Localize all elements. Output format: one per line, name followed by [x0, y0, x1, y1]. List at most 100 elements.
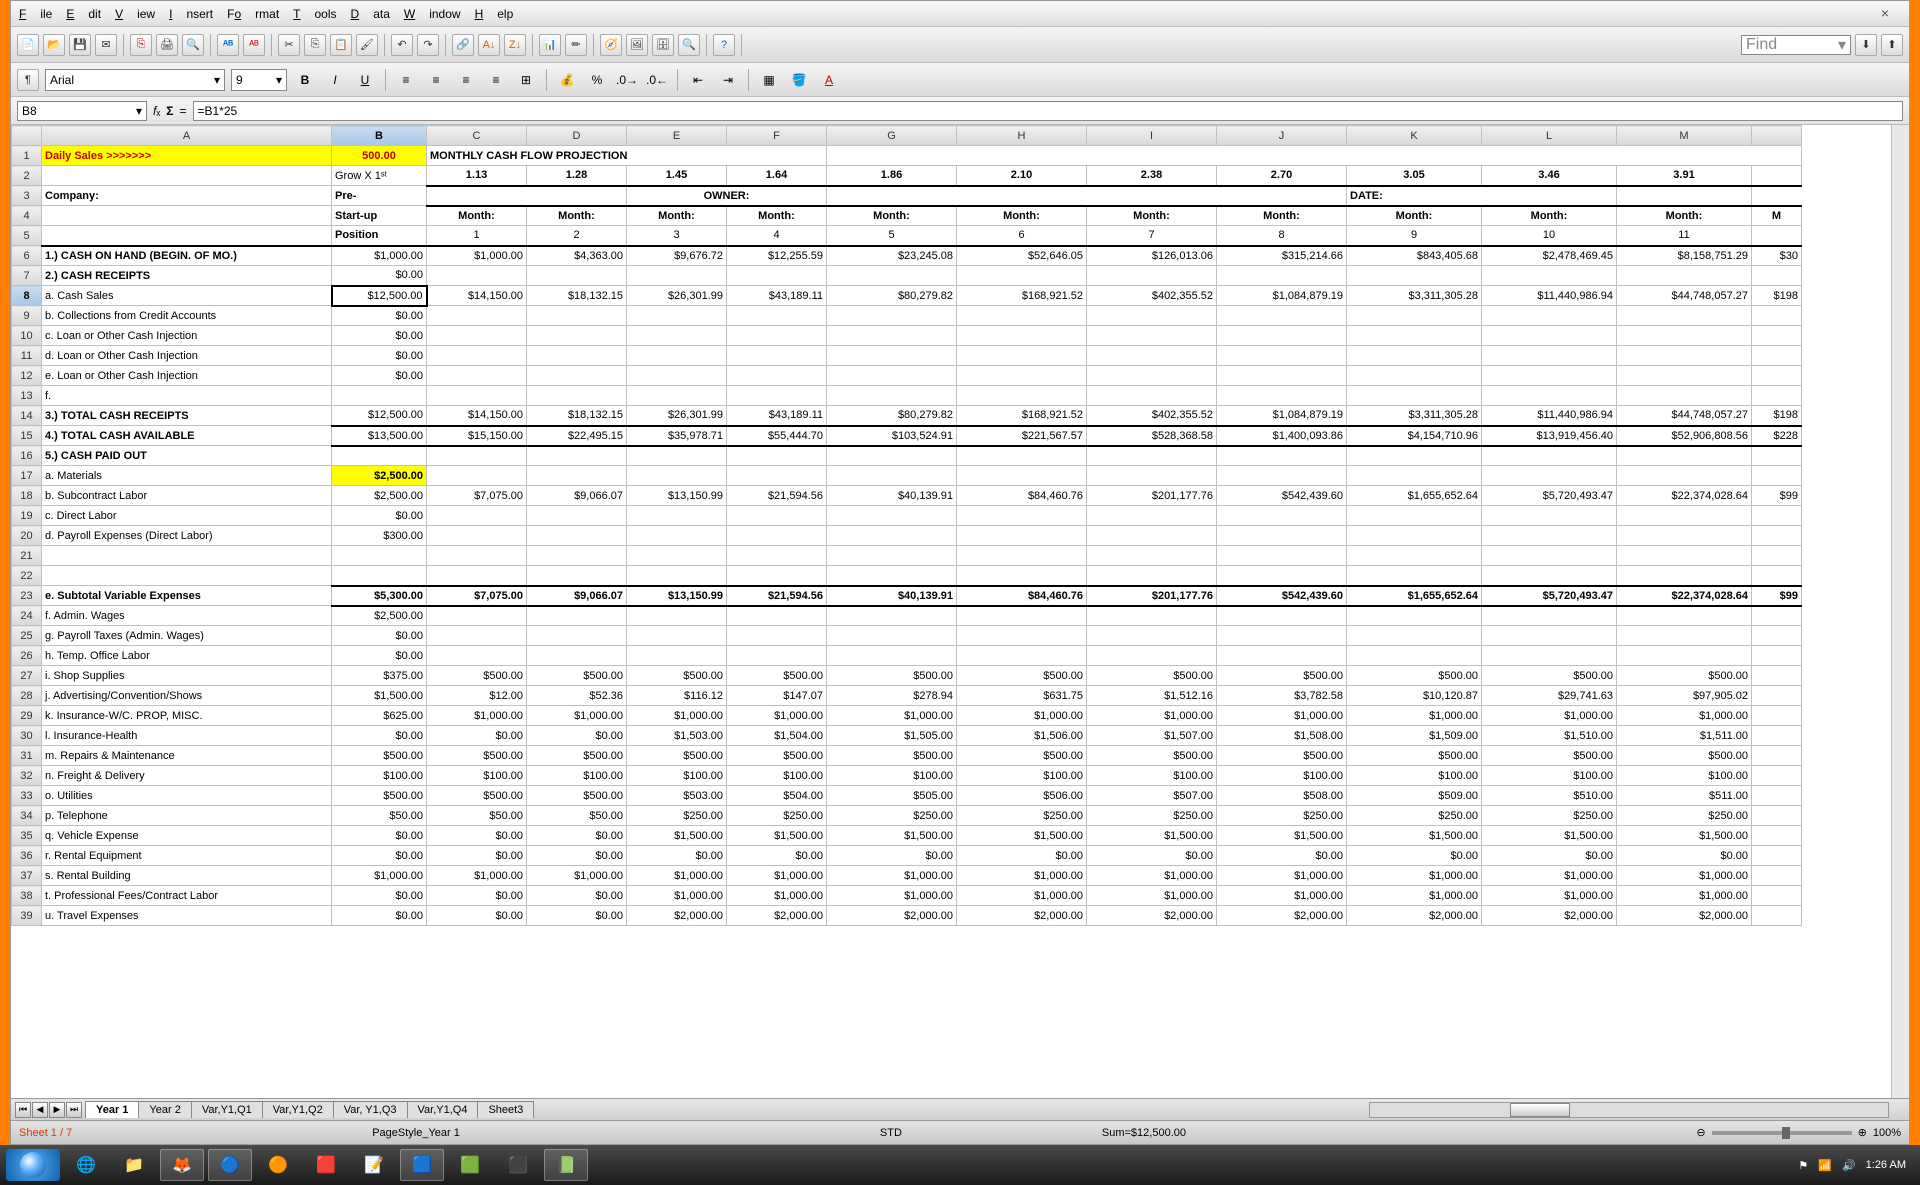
- cell-K24[interactable]: [1347, 606, 1482, 626]
- cell-D29[interactable]: $1,000.00: [527, 706, 627, 726]
- cell-E15[interactable]: $35,978.71: [627, 426, 727, 446]
- cell-D22[interactable]: [527, 566, 627, 586]
- sheet-tab-3[interactable]: Var,Y1,Q2: [262, 1101, 334, 1118]
- cell-I19[interactable]: [1087, 506, 1217, 526]
- date-label[interactable]: DATE:: [1347, 186, 1617, 206]
- cell-month-5[interactable]: Month:: [957, 206, 1087, 226]
- cell-G34[interactable]: $250.00: [827, 806, 957, 826]
- cell-F39[interactable]: $2,000.00: [727, 906, 827, 926]
- cell-D6[interactable]: $4,363.00: [527, 246, 627, 266]
- cell-N27[interactable]: [1752, 666, 1802, 686]
- spellcheck-icon[interactable]: ᴬᴮ: [217, 34, 239, 56]
- cell-J30[interactable]: $1,508.00: [1217, 726, 1347, 746]
- cell-N23[interactable]: $99: [1752, 586, 1802, 606]
- cell-M28[interactable]: $97,905.02: [1617, 686, 1752, 706]
- cell-I18[interactable]: $201,177.76: [1087, 486, 1217, 506]
- cell-K22[interactable]: [1347, 566, 1482, 586]
- cell-G8[interactable]: $80,279.82: [827, 286, 957, 306]
- cashflow-title[interactable]: MONTHLY CASH FLOW PROJECTION: [427, 146, 827, 166]
- cell-H24[interactable]: [957, 606, 1087, 626]
- cell-G12[interactable]: [827, 366, 957, 386]
- cell-B38[interactable]: $0.00: [332, 886, 427, 906]
- cell-B8[interactable]: $12,500.00: [332, 286, 427, 306]
- zoom-icon[interactable]: 🔍: [678, 34, 700, 56]
- cell-H14[interactable]: $168,921.52: [957, 406, 1087, 426]
- cell-C5[interactable]: 1: [427, 226, 527, 246]
- taskbar-app2-icon[interactable]: 🟩: [448, 1149, 492, 1181]
- cell-M15[interactable]: $52,906,808.56: [1617, 426, 1752, 446]
- cell-J7[interactable]: [1217, 266, 1347, 286]
- cell-D2[interactable]: 1.28: [527, 166, 627, 186]
- cell-K25[interactable]: [1347, 626, 1482, 646]
- cell-G28[interactable]: $278.94: [827, 686, 957, 706]
- cell-I37[interactable]: $1,000.00: [1087, 866, 1217, 886]
- cell-J15[interactable]: $1,400,093.86: [1217, 426, 1347, 446]
- cell-C21[interactable]: [427, 546, 527, 566]
- cell-month-10[interactable]: Month:: [1617, 206, 1752, 226]
- row-header-17[interactable]: 17: [12, 466, 42, 486]
- cell-L20[interactable]: [1482, 526, 1617, 546]
- cell-L21[interactable]: [1482, 546, 1617, 566]
- cell-E39[interactable]: $2,000.00: [627, 906, 727, 926]
- row-header-6[interactable]: 6: [12, 246, 42, 266]
- cell-N39[interactable]: [1752, 906, 1802, 926]
- currency-icon[interactable]: 💰: [555, 69, 579, 91]
- cell-A20[interactable]: d. Payroll Expenses (Direct Labor): [42, 526, 332, 546]
- cell-C28[interactable]: $12.00: [427, 686, 527, 706]
- vertical-scrollbar[interactable]: [1891, 125, 1909, 1098]
- cell-C13[interactable]: [427, 386, 527, 406]
- zoom-slider[interactable]: [1712, 1131, 1852, 1135]
- cell-E25[interactable]: [627, 626, 727, 646]
- cell-J2[interactable]: 2.70: [1217, 166, 1347, 186]
- cell-A23[interactable]: e. Subtotal Variable Expenses: [42, 586, 332, 606]
- cell-G6[interactable]: $23,245.08: [827, 246, 957, 266]
- cell-J19[interactable]: [1217, 506, 1347, 526]
- cell-L28[interactable]: $29,741.63: [1482, 686, 1617, 706]
- cell-A26[interactable]: h. Temp. Office Labor: [42, 646, 332, 666]
- cell-N22[interactable]: [1752, 566, 1802, 586]
- horizontal-scrollbar[interactable]: [1369, 1102, 1889, 1118]
- cell-B24[interactable]: $2,500.00: [332, 606, 427, 626]
- fontcolor-icon[interactable]: A: [817, 69, 841, 91]
- cell-C7[interactable]: [427, 266, 527, 286]
- col-header-M[interactable]: M: [1617, 126, 1752, 146]
- cell-C18[interactable]: $7,075.00: [427, 486, 527, 506]
- start-button[interactable]: [6, 1149, 60, 1181]
- cell-F12[interactable]: [727, 366, 827, 386]
- cell-B2[interactable]: Grow X 1ˢᵗ: [332, 166, 427, 186]
- cell-H39[interactable]: $2,000.00: [957, 906, 1087, 926]
- align-left-icon[interactable]: ≡: [394, 69, 418, 91]
- cell-I16[interactable]: [1087, 446, 1217, 466]
- cell-B31[interactable]: $500.00: [332, 746, 427, 766]
- cell-L11[interactable]: [1482, 346, 1617, 366]
- cell-D24[interactable]: [527, 606, 627, 626]
- cell-F7[interactable]: [727, 266, 827, 286]
- cell-F23[interactable]: $21,594.56: [727, 586, 827, 606]
- cell-L29[interactable]: $1,000.00: [1482, 706, 1617, 726]
- cell-H18[interactable]: $84,460.76: [957, 486, 1087, 506]
- cell-E17[interactable]: [627, 466, 727, 486]
- cell-H15[interactable]: $221,567.57: [957, 426, 1087, 446]
- cell-A13[interactable]: f.: [42, 386, 332, 406]
- taskbar-firefox-icon[interactable]: 🦊: [160, 1149, 204, 1181]
- cell-N34[interactable]: [1752, 806, 1802, 826]
- cell-B19[interactable]: $0.00: [332, 506, 427, 526]
- cell-I22[interactable]: [1087, 566, 1217, 586]
- align-center-icon[interactable]: ≡: [424, 69, 448, 91]
- cell-D30[interactable]: $0.00: [527, 726, 627, 746]
- cell-F10[interactable]: [727, 326, 827, 346]
- cell-J6[interactable]: $315,214.66: [1217, 246, 1347, 266]
- cell-I13[interactable]: [1087, 386, 1217, 406]
- row-header-34[interactable]: 34: [12, 806, 42, 826]
- cell-H32[interactable]: $100.00: [957, 766, 1087, 786]
- cell-F25[interactable]: [727, 626, 827, 646]
- row-header-30[interactable]: 30: [12, 726, 42, 746]
- cell-G38[interactable]: $1,000.00: [827, 886, 957, 906]
- cell-L22[interactable]: [1482, 566, 1617, 586]
- cell-I28[interactable]: $1,512.16: [1087, 686, 1217, 706]
- cell-F29[interactable]: $1,000.00: [727, 706, 827, 726]
- cell-J37[interactable]: $1,000.00: [1217, 866, 1347, 886]
- borders-icon[interactable]: ▦: [757, 69, 781, 91]
- cell-M36[interactable]: $0.00: [1617, 846, 1752, 866]
- cell-C31[interactable]: $500.00: [427, 746, 527, 766]
